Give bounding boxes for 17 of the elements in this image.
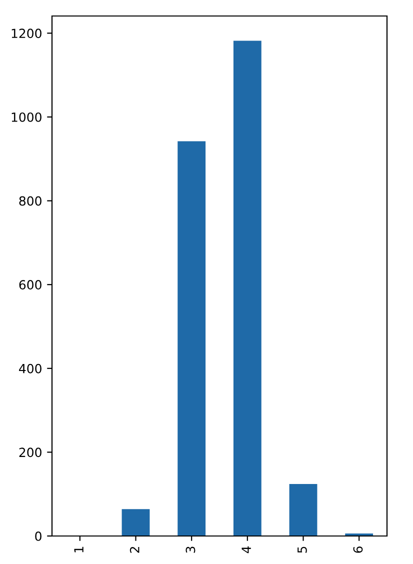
bar (233, 40, 262, 536)
x-tick-label: 4 (242, 546, 251, 554)
y-tick-label: 0 (35, 531, 42, 541)
x-tick-label: 2 (130, 546, 140, 553)
y-tick-label: 1200 (12, 28, 42, 38)
bar (178, 141, 206, 536)
x-tick-label: 1 (74, 546, 84, 552)
x-tick-label: 3 (186, 546, 196, 553)
y-tick-label: 200 (19, 448, 42, 458)
y-tick-label: 800 (19, 196, 42, 206)
y-tick-label: 400 (19, 364, 42, 374)
y-tick-label: 1000 (12, 112, 42, 122)
bar (122, 509, 150, 536)
x-tick-label: 5 (298, 546, 307, 553)
bar (289, 484, 318, 536)
x-tick-label: 6 (353, 546, 363, 553)
y-tick-label: 600 (19, 280, 42, 290)
